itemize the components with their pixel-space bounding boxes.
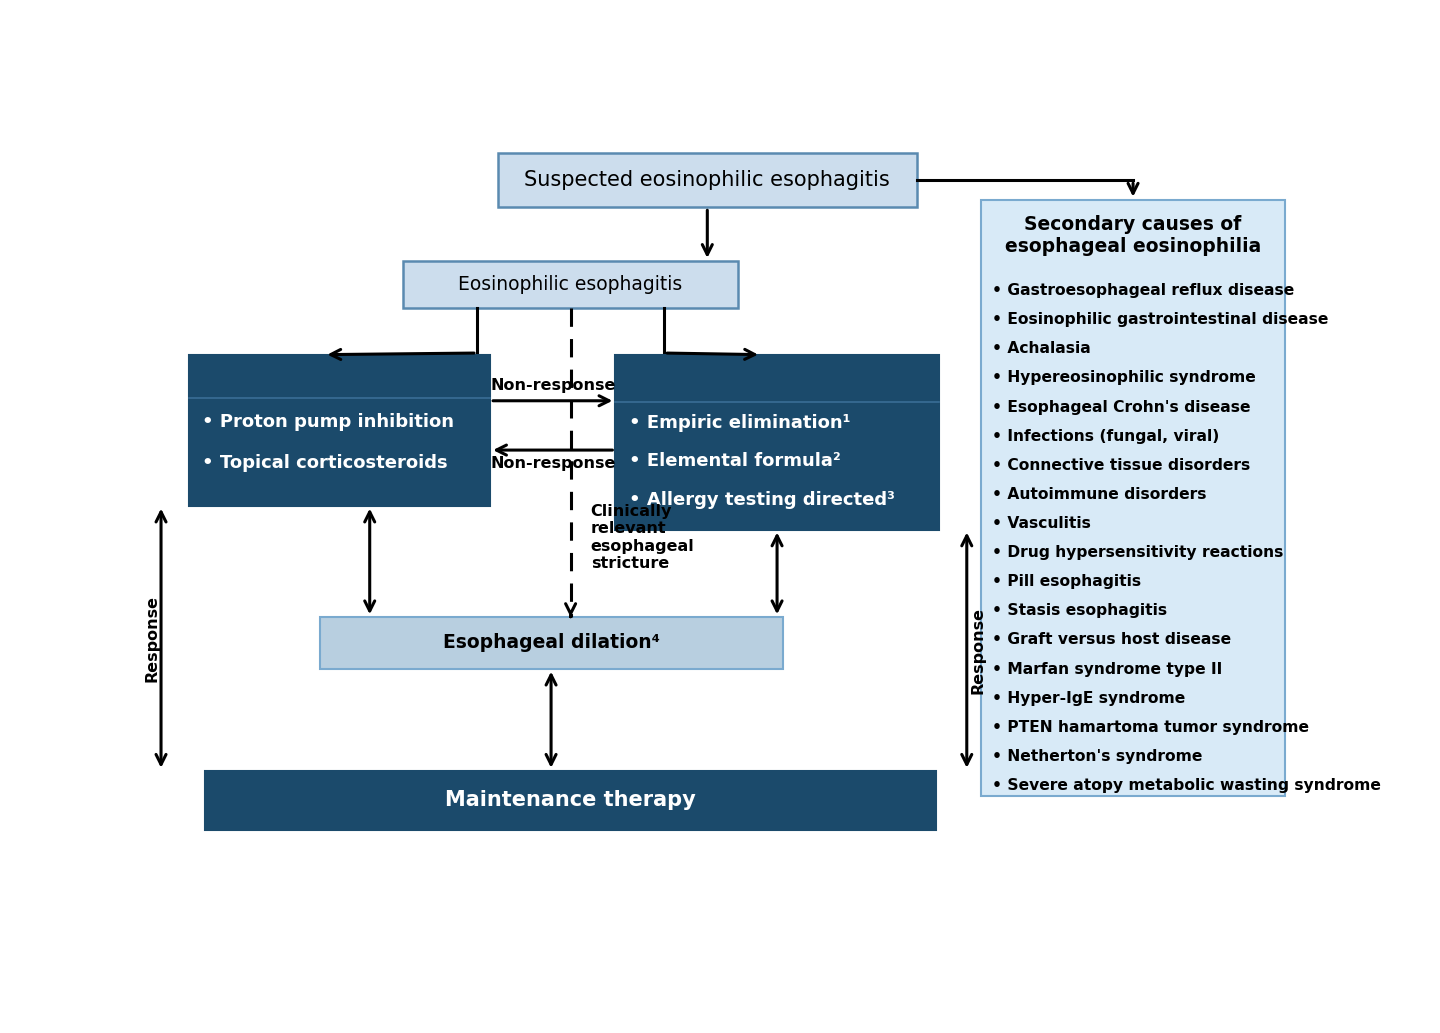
Text: • Autoimmune disorders: • Autoimmune disorders	[992, 487, 1207, 502]
Text: Diet therapy: Diet therapy	[708, 326, 847, 346]
Text: • Pill esophagitis: • Pill esophagitis	[992, 574, 1142, 589]
FancyBboxPatch shape	[981, 199, 1284, 796]
Text: • Severe atopy metabolic wasting syndrome: • Severe atopy metabolic wasting syndrom…	[992, 778, 1381, 793]
FancyBboxPatch shape	[320, 617, 783, 668]
Text: • Esophageal Crohn's disease: • Esophageal Crohn's disease	[992, 400, 1251, 414]
Text: Response: Response	[971, 606, 985, 693]
Text: • Hypereosinophilic syndrome: • Hypereosinophilic syndrome	[992, 371, 1256, 385]
Text: Medical therapy: Medical therapy	[251, 333, 428, 352]
Text: • Vasculitis: • Vasculitis	[992, 515, 1092, 531]
Text: • Empiric elimination¹: • Empiric elimination¹	[629, 414, 850, 432]
Text: Clinically
relevant
esophageal
stricture: Clinically relevant esophageal stricture	[590, 504, 694, 571]
Text: • Elemental formula²: • Elemental formula²	[629, 452, 841, 470]
Text: Non-response: Non-response	[490, 457, 615, 471]
FancyBboxPatch shape	[204, 771, 936, 831]
Text: Response: Response	[144, 595, 160, 682]
Text: Secondary causes of
esophageal eosinophilia: Secondary causes of esophageal eosinophi…	[1005, 216, 1261, 256]
Text: Non-response: Non-response	[490, 378, 615, 393]
Text: • Topical corticosteroids: • Topical corticosteroids	[202, 455, 448, 472]
Text: • Stasis esophagitis: • Stasis esophagitis	[992, 603, 1168, 619]
FancyBboxPatch shape	[498, 153, 916, 208]
Text: • Achalasia: • Achalasia	[992, 341, 1092, 356]
Text: • Connective tissue disorders: • Connective tissue disorders	[992, 458, 1251, 473]
Text: • Netherton's syndrome: • Netherton's syndrome	[992, 749, 1202, 764]
Text: Eosinophilic esophagitis: Eosinophilic esophagitis	[458, 275, 683, 294]
FancyBboxPatch shape	[403, 260, 739, 309]
FancyBboxPatch shape	[189, 354, 490, 506]
Text: Esophageal dilation⁴: Esophageal dilation⁴	[442, 633, 660, 653]
Text: • Infections (fungal, viral): • Infections (fungal, viral)	[992, 429, 1220, 443]
FancyBboxPatch shape	[615, 354, 939, 530]
Text: • Gastroesophageal reflux disease: • Gastroesophageal reflux disease	[992, 283, 1295, 299]
Text: • Hyper-IgE syndrome: • Hyper-IgE syndrome	[992, 691, 1185, 706]
Text: • PTEN hamartoma tumor syndrome: • PTEN hamartoma tumor syndrome	[992, 720, 1309, 734]
Text: • Proton pump inhibition: • Proton pump inhibition	[202, 413, 455, 431]
Text: • Marfan syndrome type II: • Marfan syndrome type II	[992, 661, 1223, 677]
Text: Suspected eosinophilic esophagitis: Suspected eosinophilic esophagitis	[524, 170, 890, 190]
Text: • Graft versus host disease: • Graft versus host disease	[992, 632, 1231, 648]
Text: • Drug hypersensitivity reactions: • Drug hypersensitivity reactions	[992, 545, 1284, 560]
Text: • Allergy testing directed³: • Allergy testing directed³	[629, 491, 894, 508]
Text: Maintenance therapy: Maintenance therapy	[445, 790, 696, 811]
Text: • Eosinophilic gastrointestinal disease: • Eosinophilic gastrointestinal disease	[992, 312, 1329, 327]
